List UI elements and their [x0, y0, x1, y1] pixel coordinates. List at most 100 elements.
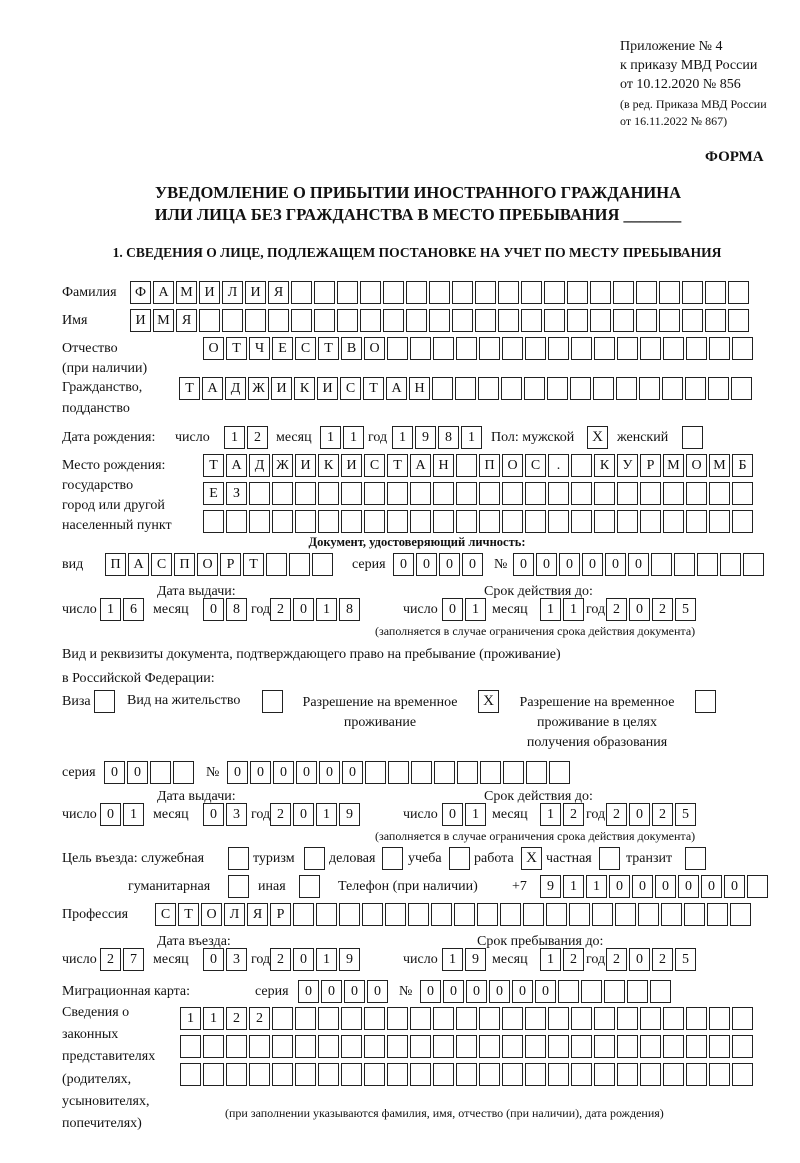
char-box[interactable]: М: [153, 309, 174, 332]
char-box[interactable]: 0: [203, 948, 224, 971]
char-box[interactable]: И: [317, 377, 338, 400]
char-box[interactable]: [525, 1035, 546, 1058]
char-box[interactable]: [433, 1063, 454, 1086]
char-box[interactable]: М: [663, 454, 684, 477]
char-box[interactable]: [525, 510, 546, 533]
char-box[interactable]: [406, 309, 427, 332]
char-box[interactable]: [387, 337, 408, 360]
char-box[interactable]: 3: [226, 948, 247, 971]
char-box[interactable]: К: [594, 454, 615, 477]
char-box[interactable]: И: [130, 309, 151, 332]
char-box[interactable]: А: [202, 377, 223, 400]
char-box[interactable]: [387, 1035, 408, 1058]
char-box[interactable]: [571, 337, 592, 360]
char-box[interactable]: С: [340, 377, 361, 400]
char-box[interactable]: Р: [640, 454, 661, 477]
char-box[interactable]: [249, 1063, 270, 1086]
char-box[interactable]: Т: [226, 337, 247, 360]
char-box[interactable]: 9: [339, 803, 360, 826]
char-box[interactable]: 0: [273, 761, 294, 784]
char-box[interactable]: [203, 1035, 224, 1058]
char-box[interactable]: П: [174, 553, 195, 576]
char-box[interactable]: [433, 337, 454, 360]
char-box[interactable]: [549, 761, 570, 784]
char-box[interactable]: [456, 482, 477, 505]
char-box[interactable]: [594, 1035, 615, 1058]
char-box[interactable]: Д: [225, 377, 246, 400]
char-box[interactable]: [617, 337, 638, 360]
char-box[interactable]: [593, 377, 614, 400]
char-box[interactable]: П: [105, 553, 126, 576]
char-box[interactable]: 0: [559, 553, 580, 576]
char-box[interactable]: [295, 510, 316, 533]
char-box[interactable]: Ч: [249, 337, 270, 360]
char-box[interactable]: И: [199, 281, 220, 304]
char-box[interactable]: [732, 337, 753, 360]
char-box[interactable]: [617, 1007, 638, 1030]
char-box[interactable]: [410, 1035, 431, 1058]
char-box[interactable]: О: [686, 454, 707, 477]
char-box[interactable]: [408, 903, 429, 926]
char-box[interactable]: [640, 1035, 661, 1058]
char-box[interactable]: [249, 482, 270, 505]
char-box[interactable]: 2: [606, 598, 627, 621]
char-box[interactable]: [479, 510, 500, 533]
char-box[interactable]: [709, 337, 730, 360]
char-box[interactable]: [548, 482, 569, 505]
char-box[interactable]: [571, 1063, 592, 1086]
char-box[interactable]: [525, 337, 546, 360]
char-box[interactable]: [362, 903, 383, 926]
purpose-tourism-checkbox[interactable]: [304, 847, 325, 870]
char-box[interactable]: И: [245, 281, 266, 304]
char-box[interactable]: 0: [629, 948, 650, 971]
char-box[interactable]: [730, 903, 751, 926]
char-box[interactable]: Ж: [272, 454, 293, 477]
char-box[interactable]: [479, 482, 500, 505]
char-box[interactable]: [498, 281, 519, 304]
char-box[interactable]: Л: [222, 281, 243, 304]
char-box[interactable]: Т: [387, 454, 408, 477]
char-box[interactable]: [636, 309, 657, 332]
char-box[interactable]: [339, 903, 360, 926]
char-box[interactable]: [546, 903, 567, 926]
char-box[interactable]: [387, 1063, 408, 1086]
char-box[interactable]: [548, 510, 569, 533]
char-box[interactable]: О: [364, 337, 385, 360]
purpose-transit-checkbox[interactable]: [685, 847, 706, 870]
char-box[interactable]: Д: [249, 454, 270, 477]
char-box[interactable]: У: [617, 454, 638, 477]
char-box[interactable]: [249, 1035, 270, 1058]
char-box[interactable]: [498, 309, 519, 332]
char-box[interactable]: 5: [675, 803, 696, 826]
char-box[interactable]: [639, 377, 660, 400]
char-box[interactable]: 0: [701, 875, 722, 898]
char-box[interactable]: [674, 553, 695, 576]
char-box[interactable]: [475, 281, 496, 304]
char-box[interactable]: А: [226, 454, 247, 477]
char-box[interactable]: [636, 281, 657, 304]
char-box[interactable]: [341, 1007, 362, 1030]
char-box[interactable]: [432, 377, 453, 400]
char-box[interactable]: [272, 482, 293, 505]
char-box[interactable]: [501, 377, 522, 400]
char-box[interactable]: Е: [272, 337, 293, 360]
char-box[interactable]: [616, 377, 637, 400]
char-box[interactable]: 2: [652, 598, 673, 621]
char-box[interactable]: [525, 1063, 546, 1086]
char-box[interactable]: 1: [316, 803, 337, 826]
char-box[interactable]: [732, 482, 753, 505]
char-box[interactable]: [341, 510, 362, 533]
char-box[interactable]: П: [479, 454, 500, 477]
char-box[interactable]: 8: [339, 598, 360, 621]
char-box[interactable]: [685, 377, 706, 400]
char-box[interactable]: 6: [123, 598, 144, 621]
char-box[interactable]: 0: [582, 553, 603, 576]
